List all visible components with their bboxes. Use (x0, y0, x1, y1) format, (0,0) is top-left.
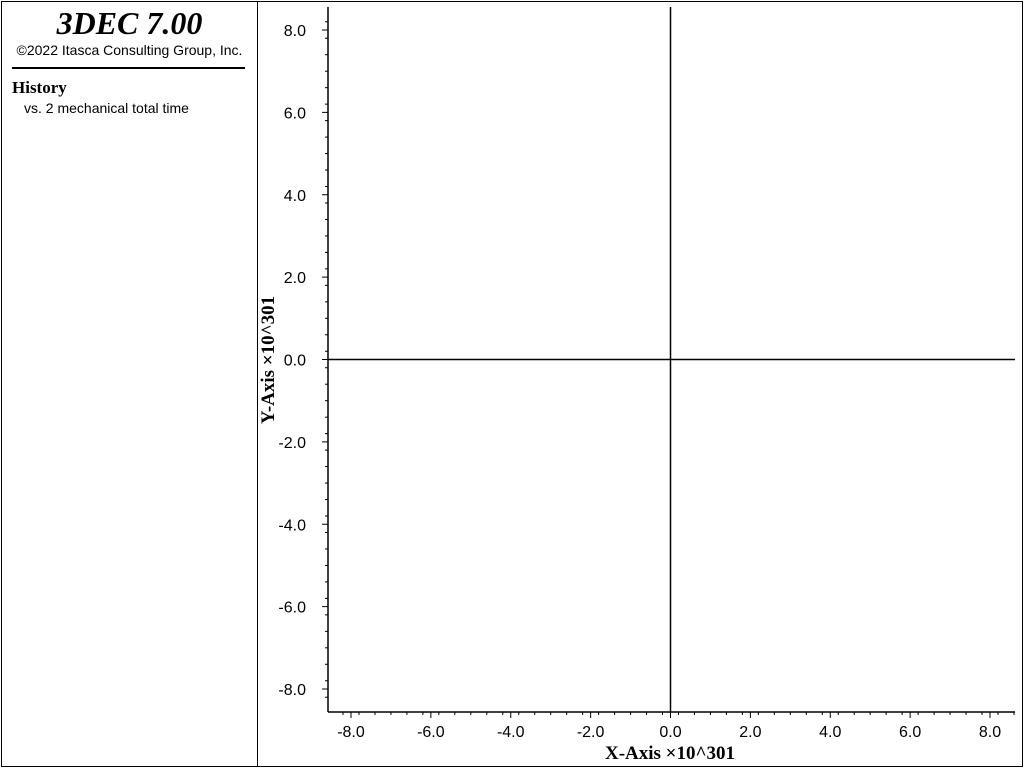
y-tick-label: 2.0 (284, 270, 306, 287)
y-axis-label: Y-Axis ×10^301 (258, 296, 279, 424)
x-tick-label: 6.0 (899, 724, 921, 741)
y-tick-label: 6.0 (284, 105, 306, 122)
y-tick-label: 0.0 (284, 353, 306, 370)
y-tick-label: -8.0 (278, 682, 306, 699)
y-tick-label: 4.0 (284, 188, 306, 205)
legend-subtitle: vs. 2 mechanical total time (24, 100, 189, 116)
x-tick-label: -6.0 (417, 724, 445, 741)
x-axis-label: X-Axis ×10^301 (605, 743, 735, 764)
x-tick-label: -8.0 (337, 724, 365, 741)
y-tick-label: -6.0 (278, 600, 306, 617)
legend-divider (12, 67, 245, 69)
y-tick-label: -2.0 (278, 435, 306, 452)
legend-panel: 3DEC 7.00 ©2022 Itasca Consulting Group,… (2, 2, 258, 766)
x-tick-label: -4.0 (497, 724, 525, 741)
copyright-text: ©2022 Itasca Consulting Group, Inc. (16, 42, 243, 58)
legend-heading: History (12, 78, 67, 97)
x-tick-label: 4.0 (819, 724, 841, 741)
x-tick-label: 8.0 (979, 724, 1001, 741)
x-tick-label: 2.0 (739, 724, 761, 741)
app-title: 3DEC 7.00 (56, 5, 203, 41)
x-tick-label: 0.0 (659, 724, 681, 741)
y-tick-label: 8.0 (284, 23, 306, 40)
x-tick-label: -2.0 (577, 724, 605, 741)
y-tick-label: -4.0 (278, 517, 306, 534)
